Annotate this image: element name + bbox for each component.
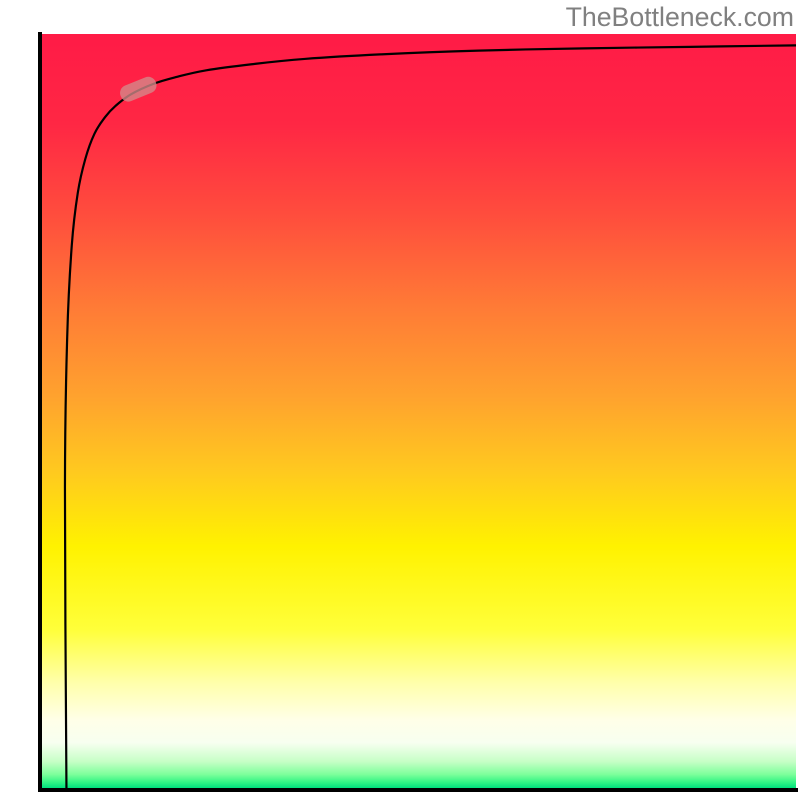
chart-stage: TheBottleneck.com xyxy=(0,0,800,800)
bottleneck-chart xyxy=(0,0,800,800)
watermark-text: TheBottleneck.com xyxy=(566,2,794,33)
gradient-background xyxy=(42,34,796,788)
